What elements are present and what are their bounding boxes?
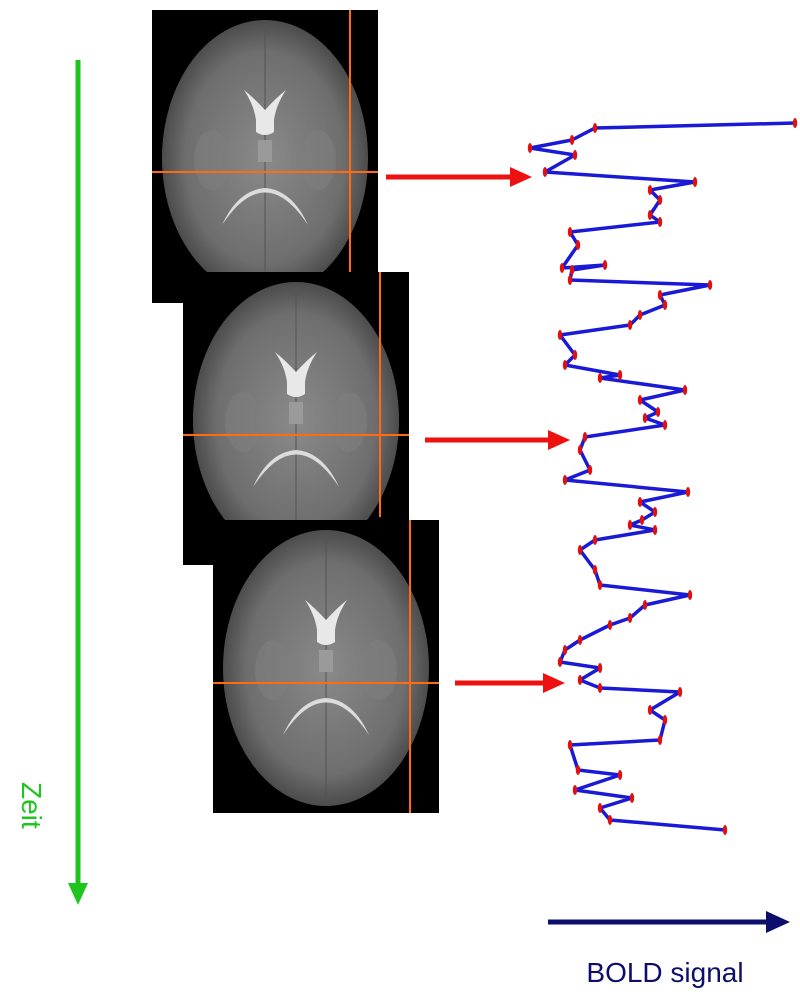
trace-vertex xyxy=(708,280,712,290)
trace-vertex xyxy=(628,613,632,623)
red-arrow xyxy=(455,673,565,693)
trace-vertex xyxy=(658,290,662,300)
trace-vertex xyxy=(560,263,564,273)
trace-vertex xyxy=(563,475,567,485)
trace-vertex xyxy=(568,275,572,285)
red-arrow xyxy=(425,430,570,450)
trace-vertex xyxy=(576,765,580,775)
trace-vertex xyxy=(576,240,580,250)
trace-vertex xyxy=(638,310,642,320)
trace-vertex xyxy=(658,195,662,205)
trace-vertex xyxy=(628,320,632,330)
trace-vertex xyxy=(573,350,577,360)
trace-vertex xyxy=(578,675,582,685)
trace-vertex xyxy=(558,330,562,340)
trace-vertex xyxy=(598,580,602,590)
trace-vertex xyxy=(618,770,622,780)
trace-vertex xyxy=(693,177,697,187)
trace-vertex xyxy=(678,687,682,697)
trace-vertex xyxy=(573,785,577,795)
trace-vertex xyxy=(598,683,602,693)
trace-vertex xyxy=(663,420,667,430)
signal-label: BOLD signal xyxy=(586,957,743,988)
trace-vertex xyxy=(578,635,582,645)
trace-vertex xyxy=(686,487,690,497)
trace-vertex xyxy=(578,445,582,455)
trace-vertex xyxy=(663,300,667,310)
trace-vertex xyxy=(618,370,622,380)
trace-vertex xyxy=(598,373,602,383)
signal-arrow xyxy=(548,911,790,933)
trace-vertex xyxy=(723,825,727,835)
trace-vertex xyxy=(658,217,662,227)
brain-slice xyxy=(152,10,378,303)
diagram: Zeit BOLD signal xyxy=(0,0,800,999)
trace-vertex xyxy=(648,705,652,715)
trace-vertex xyxy=(628,520,632,530)
brain-slice xyxy=(213,520,439,813)
trace-vertex xyxy=(643,600,647,610)
trace-vertex xyxy=(663,715,667,725)
trace-vertex xyxy=(630,793,634,803)
trace-vertex xyxy=(568,740,572,750)
trace-vertex xyxy=(570,135,574,145)
trace-vertex xyxy=(658,735,662,745)
trace-vertex xyxy=(648,185,652,195)
trace-vertex xyxy=(563,645,567,655)
trace-vertex xyxy=(653,525,657,535)
trace-vertex xyxy=(568,227,572,237)
trace-vertex xyxy=(558,657,562,667)
trace-vertex xyxy=(638,395,642,405)
trace-vertex xyxy=(593,123,597,133)
red-arrow xyxy=(386,167,532,187)
trace-vertex xyxy=(656,407,660,417)
trace-vertex xyxy=(593,535,597,545)
bold-trace xyxy=(528,118,797,835)
trace-vertex xyxy=(598,803,602,813)
time-arrow xyxy=(68,60,88,905)
trace-vertex xyxy=(593,565,597,575)
trace-vertex xyxy=(603,260,607,270)
trace-vertex xyxy=(578,545,582,555)
time-label: Zeit xyxy=(16,782,47,829)
trace-vertex xyxy=(653,507,657,517)
trace-vertex xyxy=(608,815,612,825)
trace-vertex xyxy=(598,663,602,673)
trace-vertex xyxy=(528,143,532,153)
trace-vertex xyxy=(793,118,797,128)
trace-vertex xyxy=(543,167,547,177)
trace-vertex xyxy=(640,515,644,525)
trace-vertex xyxy=(608,620,612,630)
trace-vertex xyxy=(648,210,652,220)
trace-vertex xyxy=(570,265,574,275)
trace-vertex xyxy=(588,465,592,475)
trace-vertex xyxy=(573,150,577,160)
trace-vertex xyxy=(583,432,587,442)
trace-vertex xyxy=(643,413,647,423)
trace-vertex xyxy=(638,497,642,507)
trace-vertex xyxy=(683,385,687,395)
trace-vertex xyxy=(688,590,692,600)
trace-vertex xyxy=(563,360,567,370)
